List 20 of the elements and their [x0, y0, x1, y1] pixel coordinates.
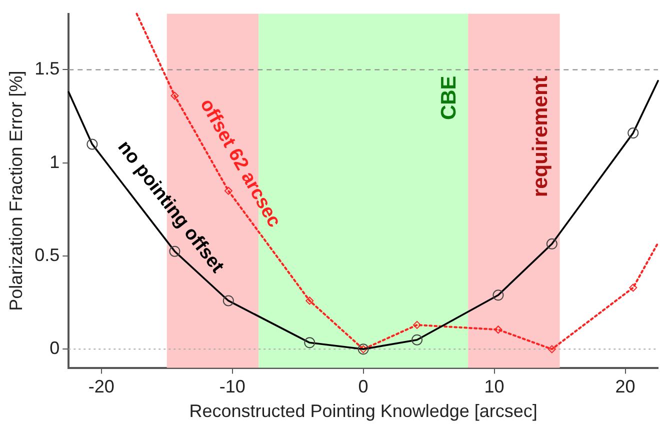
point [629, 284, 638, 292]
y-tick-label: 1.5 [34, 58, 60, 79]
x-tick-label: -10 [219, 376, 246, 397]
band-label: CBE [437, 76, 460, 120]
x-tick-label: 0 [358, 376, 368, 397]
point [494, 326, 502, 334]
y-tick-label: 0.5 [34, 244, 60, 265]
y-tick-label: 1 [50, 152, 60, 172]
x-tick-label: 20 [615, 376, 636, 397]
point [224, 186, 232, 195]
point [548, 345, 556, 354]
y-tick-label: 0 [50, 338, 60, 358]
band-label: requirement [529, 76, 552, 198]
x-axis-title: Reconstructed Pointing Knowledge [arcsec] [189, 401, 538, 422]
point [306, 296, 314, 305]
point [413, 320, 422, 329]
point [170, 92, 179, 100]
x-tick-label: 10 [484, 376, 504, 397]
y-axis-title: Polarization Fraction Error [%] [6, 70, 26, 311]
x-tick-label: -20 [88, 376, 114, 397]
